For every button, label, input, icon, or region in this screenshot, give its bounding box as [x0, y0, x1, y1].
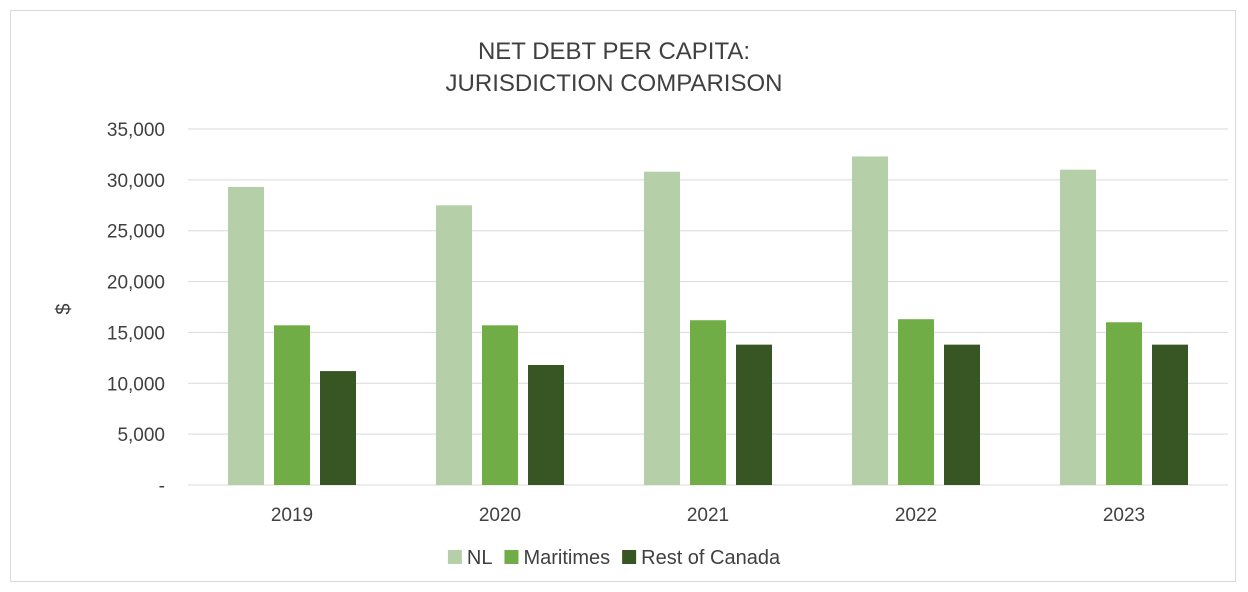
bar-rest-of-canada-2020: [528, 364, 564, 485]
ticks-layer: - 5,000 10,000 15,000 20,000 25,000 30,000 35,0…: [107, 120, 1145, 526]
bar-maritimes-2020: [482, 325, 518, 485]
x-tick-label: 2022: [895, 505, 937, 526]
y-tick-label: 35,000: [107, 120, 165, 141]
chart-frame: NET DEBT PER CAPITA: JURISDICTION COMPAR…: [10, 10, 1236, 582]
bars-layer: [228, 156, 1188, 486]
y-tick-label: -: [159, 476, 165, 497]
x-tick-label: 2020: [479, 505, 521, 526]
legend-label-maritimes: Maritimes: [523, 547, 610, 569]
bar-nl-2023: [1060, 169, 1096, 485]
bar-rest-of-canada-2019: [320, 371, 356, 485]
y-tick-label: 20,000: [107, 273, 165, 294]
bar-nl-2021: [644, 171, 680, 485]
bar-rest-of-canada-2023: [1152, 344, 1188, 485]
chart-svg: NET DEBT PER CAPITA: JURISDICTION COMPAR…: [53, 38, 1228, 569]
legend-label-rest-of-canada: Rest of Canada: [641, 547, 781, 569]
chart-title-line-2: JURISDICTION COMPARISON: [446, 70, 783, 97]
legend-swatch-maritimes: [504, 550, 519, 564]
x-tick-label: 2023: [1103, 505, 1145, 526]
legend-swatch-nl: [447, 550, 462, 564]
y-tick-label: 15,000: [107, 323, 165, 344]
y-tick-label: 25,000: [107, 222, 165, 243]
y-tick-label: 10,000: [107, 374, 165, 395]
legend: NL Maritimes Rest of Canada: [447, 547, 781, 569]
y-tick-label: 5,000: [117, 425, 165, 446]
y-tick-label: 30,000: [107, 171, 165, 192]
bar-maritimes-2023: [1106, 322, 1142, 485]
bar-maritimes-2019: [274, 325, 310, 485]
bar-maritimes-2022: [898, 319, 934, 485]
legend-label-nl: NL: [467, 547, 493, 569]
chart-title-line-1: NET DEBT PER CAPITA:: [478, 38, 750, 65]
bar-nl-2022: [852, 156, 888, 485]
bar-rest-of-canada-2022: [944, 344, 980, 485]
legend-swatch-rest-of-canada: [622, 550, 637, 564]
bar-nl-2020: [436, 205, 472, 486]
x-tick-label: 2019: [271, 505, 313, 526]
bar-rest-of-canada-2021: [736, 344, 772, 485]
bar-nl-2019: [228, 186, 264, 485]
y-axis-label: $: [53, 303, 75, 314]
x-tick-label: 2021: [687, 505, 729, 526]
bar-maritimes-2021: [690, 320, 726, 485]
